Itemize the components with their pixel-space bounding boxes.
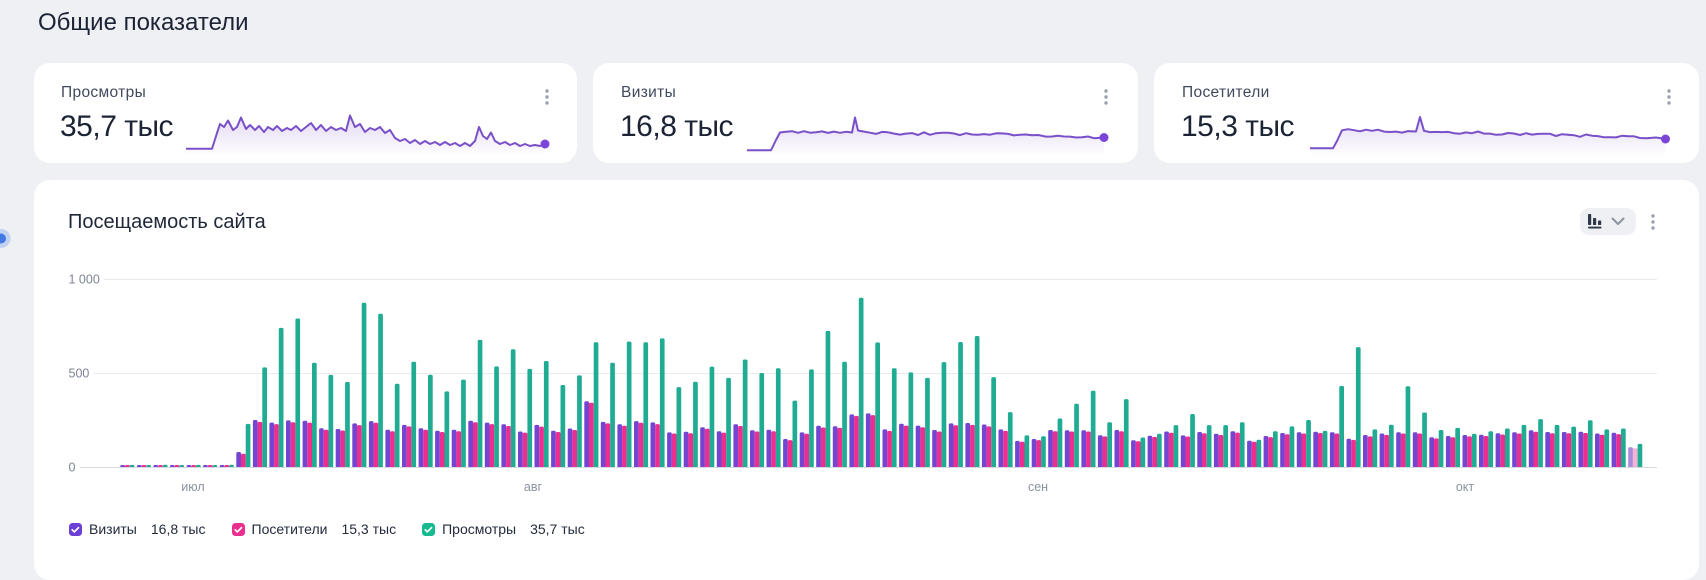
svg-text:0: 0 [69,461,76,475]
svg-text:1 000: 1 000 [69,273,100,287]
svg-text:июл: июл [181,480,204,494]
svg-text:окт: окт [1456,480,1475,494]
svg-text:500: 500 [69,367,90,381]
svg-text:авг: авг [524,480,543,494]
svg-text:сен: сен [1028,480,1048,494]
